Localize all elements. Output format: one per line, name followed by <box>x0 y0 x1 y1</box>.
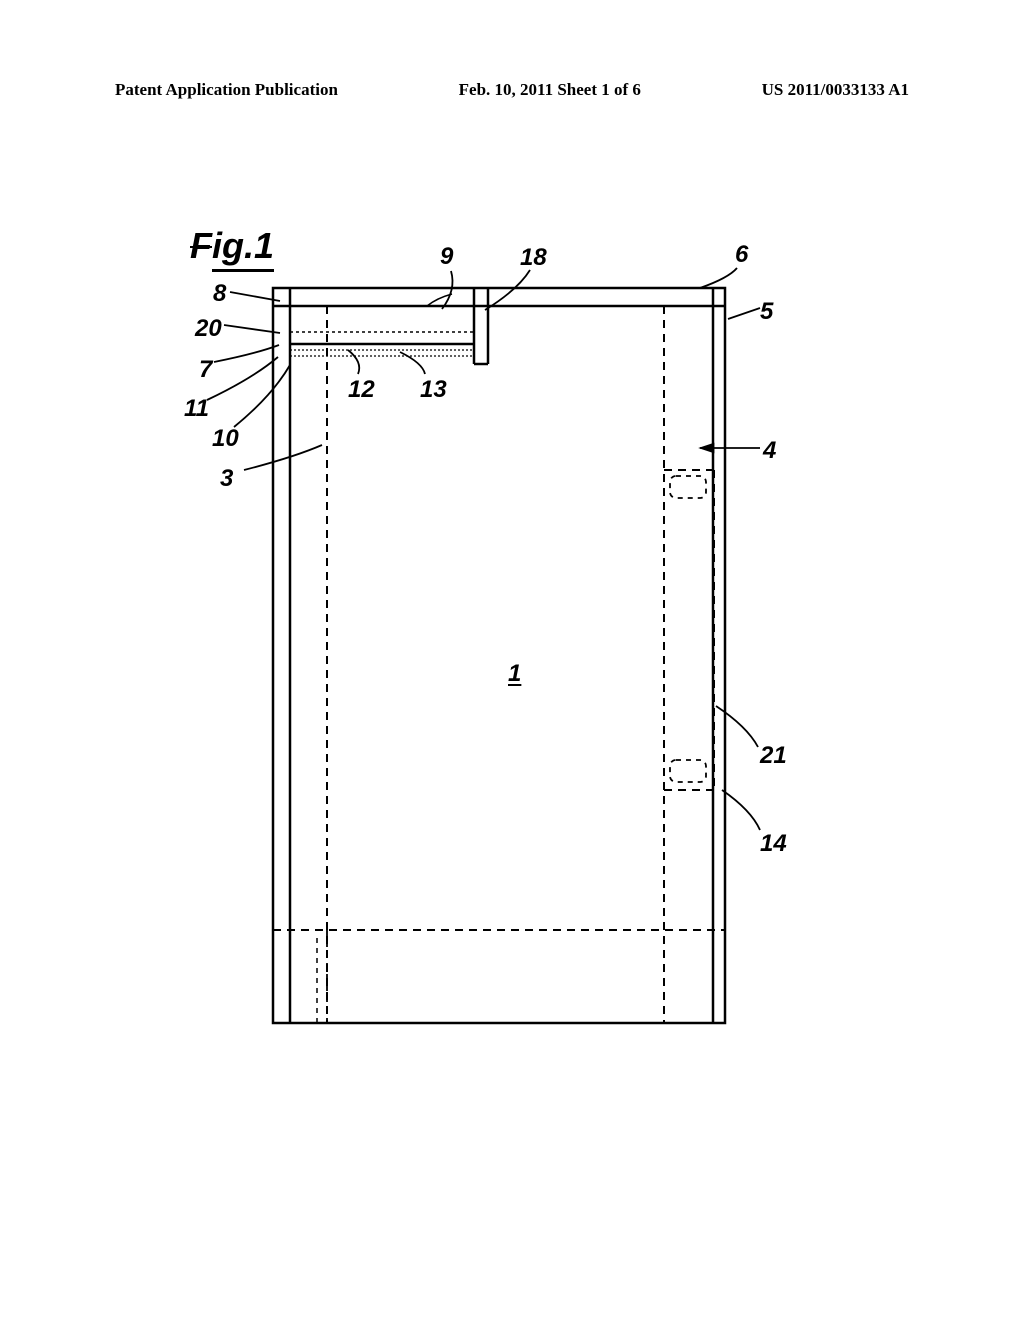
patent-drawing <box>0 150 1024 1250</box>
header-center: Feb. 10, 2011 Sheet 1 of 6 <box>459 80 641 100</box>
ref-3: 3 <box>220 465 233 493</box>
ref-21: 21 <box>760 742 787 770</box>
ref-20: 20 <box>195 315 222 343</box>
ref-8: 8 <box>213 280 226 308</box>
ref-6: 6 <box>735 241 748 269</box>
ref-12: 12 <box>348 376 375 404</box>
ref-9: 9 <box>440 243 453 271</box>
ref-4: 4 <box>763 437 776 465</box>
ref-13: 13 <box>420 376 447 404</box>
ref-5: 5 <box>760 298 773 326</box>
ref-10: 10 <box>212 425 239 453</box>
ref-7: 7 <box>199 356 212 384</box>
ref-18: 18 <box>520 244 547 272</box>
header-left: Patent Application Publication <box>115 80 338 100</box>
figure-1: FFig.1ig.1 91865820711103121342114 1 <box>0 150 1024 1250</box>
ref-1-main: 1 <box>508 660 521 688</box>
ref-11: 11 <box>184 395 209 423</box>
ref-14: 14 <box>760 830 787 858</box>
header-right: US 2011/0033133 A1 <box>762 80 909 100</box>
